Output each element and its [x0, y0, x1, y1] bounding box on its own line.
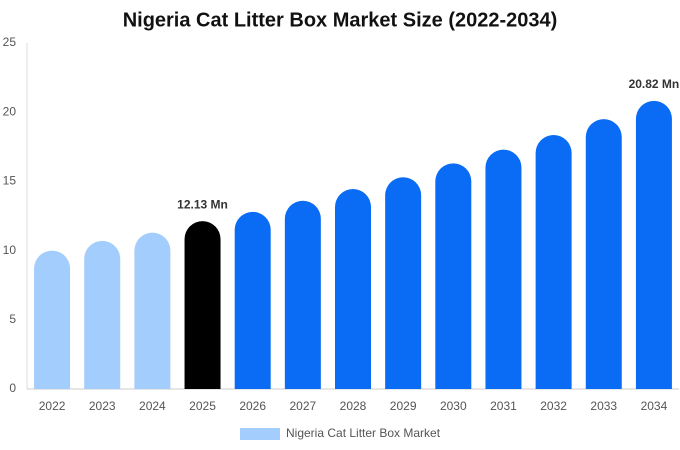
value-label: 12.13 Mn [177, 197, 228, 211]
y-tick-label: 25 [3, 35, 17, 49]
x-tick-label: 2027 [289, 399, 316, 413]
y-tick-label: 10 [3, 243, 17, 257]
y-tick-label: 0 [9, 381, 16, 395]
x-tick-label: 2028 [340, 399, 367, 413]
x-tick-label: 2025 [189, 399, 216, 413]
bar [84, 240, 121, 389]
bar [184, 221, 221, 389]
x-tick-label: 2029 [390, 399, 417, 413]
bar [535, 135, 572, 389]
bar [134, 232, 171, 389]
bar [335, 189, 371, 389]
bar [34, 250, 71, 389]
value-label: 20.82 Mn [629, 77, 680, 91]
chart-title: Nigeria Cat Litter Box Market Size (2022… [123, 9, 558, 31]
y-tick-label: 15 [3, 174, 17, 188]
bar [485, 149, 522, 389]
x-tick-label: 2031 [490, 399, 517, 413]
y-tick-label: 20 [3, 104, 17, 118]
x-tick-label: 2026 [239, 399, 266, 413]
bar [234, 211, 271, 389]
x-tick-label: 2032 [540, 399, 567, 413]
x-tick-label: 2022 [39, 399, 66, 413]
bar [284, 200, 321, 389]
bar [635, 100, 672, 389]
bar [585, 119, 622, 389]
bar [385, 177, 422, 389]
legend-swatch [240, 428, 280, 440]
legend-label: Nigeria Cat Litter Box Market [286, 426, 441, 440]
x-tick-label: 2024 [139, 399, 166, 413]
x-tick-label: 2023 [89, 399, 116, 413]
x-tick-label: 2030 [440, 399, 467, 413]
x-tick-label: 2033 [590, 399, 617, 413]
bar [435, 163, 472, 389]
y-tick-label: 5 [9, 312, 16, 326]
x-tick-label: 2034 [641, 399, 668, 413]
